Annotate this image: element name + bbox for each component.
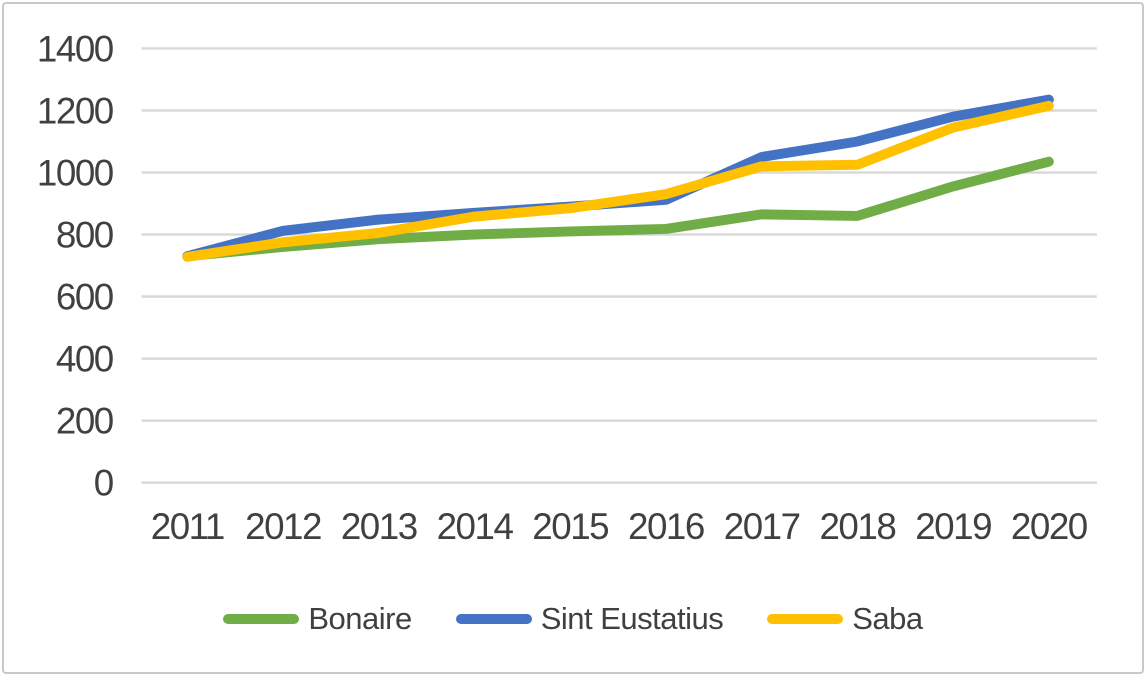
x-axis-tick-label: 2016 (628, 506, 704, 547)
chart-legend: Bonaire Sint Eustatius Saba (4, 601, 1142, 637)
x-axis-tick-label: 2014 (437, 506, 514, 547)
y-axis-tick-label: 1400 (37, 28, 114, 69)
x-axis-tick-label: 2020 (1011, 506, 1088, 547)
x-axis-tick-label: 2015 (532, 506, 608, 547)
y-axis-tick-label: 600 (56, 276, 114, 317)
saba-line-swatch (767, 614, 844, 624)
y-axis-tick-label: 1200 (37, 90, 114, 131)
x-axis-tick-label: 2019 (915, 506, 991, 547)
x-axis-tick-label: 2017 (724, 506, 800, 547)
series-line-bonaire (182, 156, 1054, 262)
x-axis-tick-label: 2011 (151, 506, 224, 547)
legend-item-saba: Saba (767, 601, 923, 637)
y-axis-tick-label: 0 (94, 463, 114, 504)
x-axis-tick-label: 2012 (245, 506, 321, 547)
y-axis-tick-label: 1000 (37, 152, 114, 193)
series-line-saba (182, 100, 1054, 262)
plot-area: 0 200 400 600 800 1000 1200 1400 2011 2012 2013 201… (37, 28, 1097, 547)
legend-label-bonaire: Bonaire (308, 601, 412, 636)
legend-label-saba: Saba (852, 601, 923, 636)
x-axis-tick-label: 2018 (819, 506, 895, 547)
y-axis-tick-label: 400 (56, 338, 114, 379)
bonaire-line-swatch (223, 614, 300, 624)
legend-item-sint-eustatius: Sint Eustatius (455, 601, 724, 637)
sint-eustatius-line-swatch (455, 614, 532, 624)
legend-label-sint-eustatius: Sint Eustatius (540, 601, 724, 636)
legend-item-bonaire: Bonaire (223, 601, 412, 637)
y-axis-tick-label: 800 (56, 214, 114, 255)
y-axis-tick-label: 200 (56, 401, 114, 442)
x-axis-tick-label: 2013 (341, 506, 417, 547)
